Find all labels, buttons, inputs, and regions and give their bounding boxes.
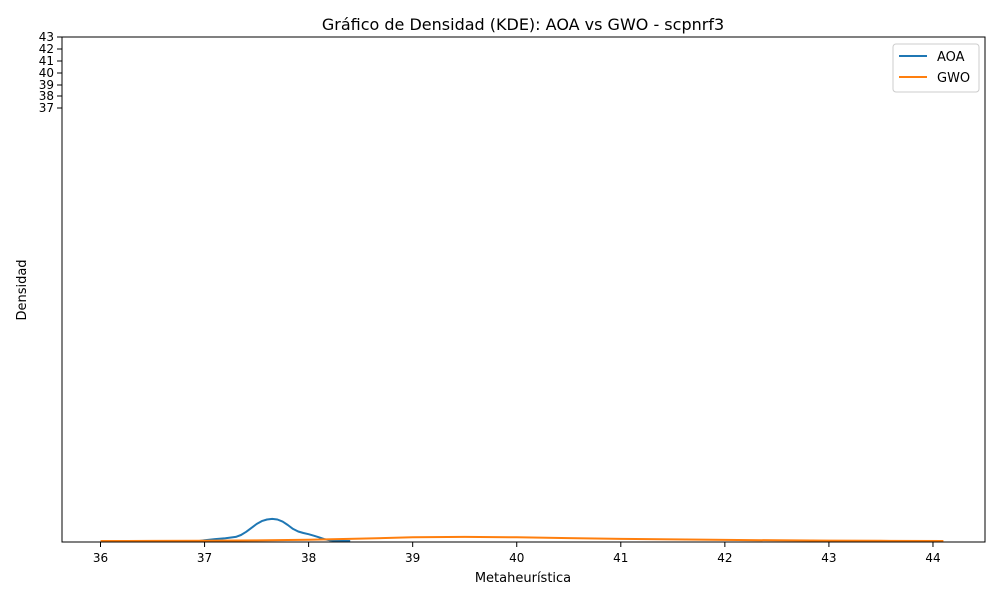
- x-axis-label: Metaheurística: [475, 571, 571, 586]
- plot-area: [61, 36, 986, 543]
- y-tick-label: 40: [39, 66, 54, 80]
- chart-title: Gráfico de Densidad (KDE): AOA vs GWO - …: [322, 15, 724, 34]
- series-line-aoa: [199, 517, 351, 542]
- y-tick-label: 42: [39, 42, 54, 56]
- x-tick-label: 37: [197, 551, 212, 565]
- plot-frame: [61, 36, 986, 543]
- y-tick-label: 41: [39, 54, 54, 68]
- y-tick-label: 43: [39, 30, 54, 44]
- x-axis: 36 37 38 39 40 41 42 43 44: [93, 542, 941, 565]
- series-line-gwo: [100, 535, 944, 542]
- legend: AOA GWO: [892, 43, 980, 93]
- series-layer: [100, 517, 944, 542]
- x-tick-label: 41: [613, 551, 628, 565]
- y-tick-label: 37: [39, 101, 54, 115]
- legend-label-gwo: GWO: [937, 71, 970, 86]
- x-tick-label: 38: [301, 551, 316, 565]
- x-tick-label: 39: [405, 551, 420, 565]
- y-tick-label: 38: [39, 89, 54, 103]
- x-tick-label: 42: [717, 551, 732, 565]
- legend-label-aoa: AOA: [937, 50, 965, 65]
- x-tick-label: 43: [821, 551, 836, 565]
- y-tick-label: 39: [39, 78, 54, 92]
- y-axis-label: Densidad: [15, 259, 30, 320]
- x-tick-label: 36: [93, 551, 108, 565]
- x-tick-label: 40: [509, 551, 524, 565]
- x-tick-label: 44: [925, 551, 940, 565]
